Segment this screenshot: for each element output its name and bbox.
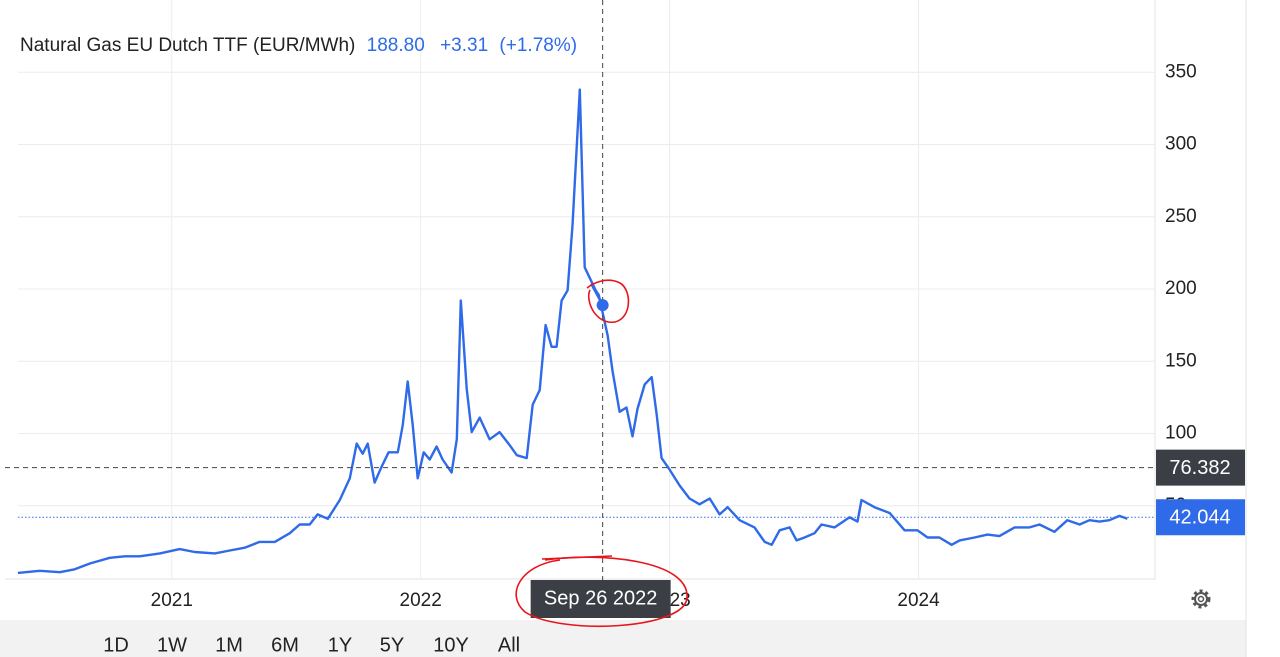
- range-button[interactable]: 1Y: [328, 634, 352, 656]
- settings-icon[interactable]: [1191, 589, 1211, 609]
- last-value: 42.044: [1169, 507, 1230, 529]
- range-button[interactable]: 6M: [271, 634, 299, 656]
- crosshair-date-box: [530, 580, 671, 618]
- y-tick-label: 100: [1165, 423, 1197, 444]
- chart-title: Natural Gas EU Dutch TTF (EUR/MWh): [20, 35, 355, 56]
- range-button[interactable]: 10Y: [433, 634, 469, 656]
- grid: 501001502002503003502021202220232024: [18, 0, 1197, 611]
- y-tick-label: 150: [1165, 350, 1197, 371]
- crosshair-value-box: [1156, 449, 1245, 486]
- x-tick-label: 2022: [400, 590, 442, 611]
- x-tick-label: 2021: [151, 590, 193, 611]
- header: Natural Gas EU Dutch TTF (EUR/MWh) 188.8…: [20, 35, 577, 56]
- annotation-circle: [515, 556, 688, 628]
- range-button[interactable]: 1W: [157, 634, 187, 656]
- overlay: 76.382 42.044 Sep 26 2022: [5, 0, 1245, 618]
- annotation-circle: [586, 279, 630, 323]
- hover-change-pct: (+1.78%): [499, 35, 577, 56]
- range-bar: [0, 620, 1246, 657]
- y-tick-label: 350: [1165, 61, 1197, 82]
- hover-point: [596, 299, 609, 312]
- range-button[interactable]: 1D: [103, 634, 129, 656]
- hover-price: 188.80: [367, 35, 425, 56]
- crosshair-date: Sep 26 2022: [544, 587, 657, 609]
- range-button[interactable]: All: [498, 634, 520, 656]
- y-tick-label: 250: [1165, 206, 1197, 227]
- y-tick-label: 200: [1165, 278, 1197, 299]
- range-button[interactable]: 5Y: [380, 634, 404, 656]
- price-line: [17, 88, 1128, 575]
- hover-change: +3.31: [440, 35, 488, 56]
- crosshair-value: 76.382: [1169, 457, 1230, 479]
- x-tick-label: 2024: [897, 590, 940, 611]
- range-button[interactable]: 1M: [215, 634, 243, 656]
- plot: [17, 88, 1128, 575]
- last-value-box: [1156, 499, 1245, 536]
- annotation-stroke: [541, 555, 613, 560]
- y-tick-label: 300: [1165, 134, 1197, 155]
